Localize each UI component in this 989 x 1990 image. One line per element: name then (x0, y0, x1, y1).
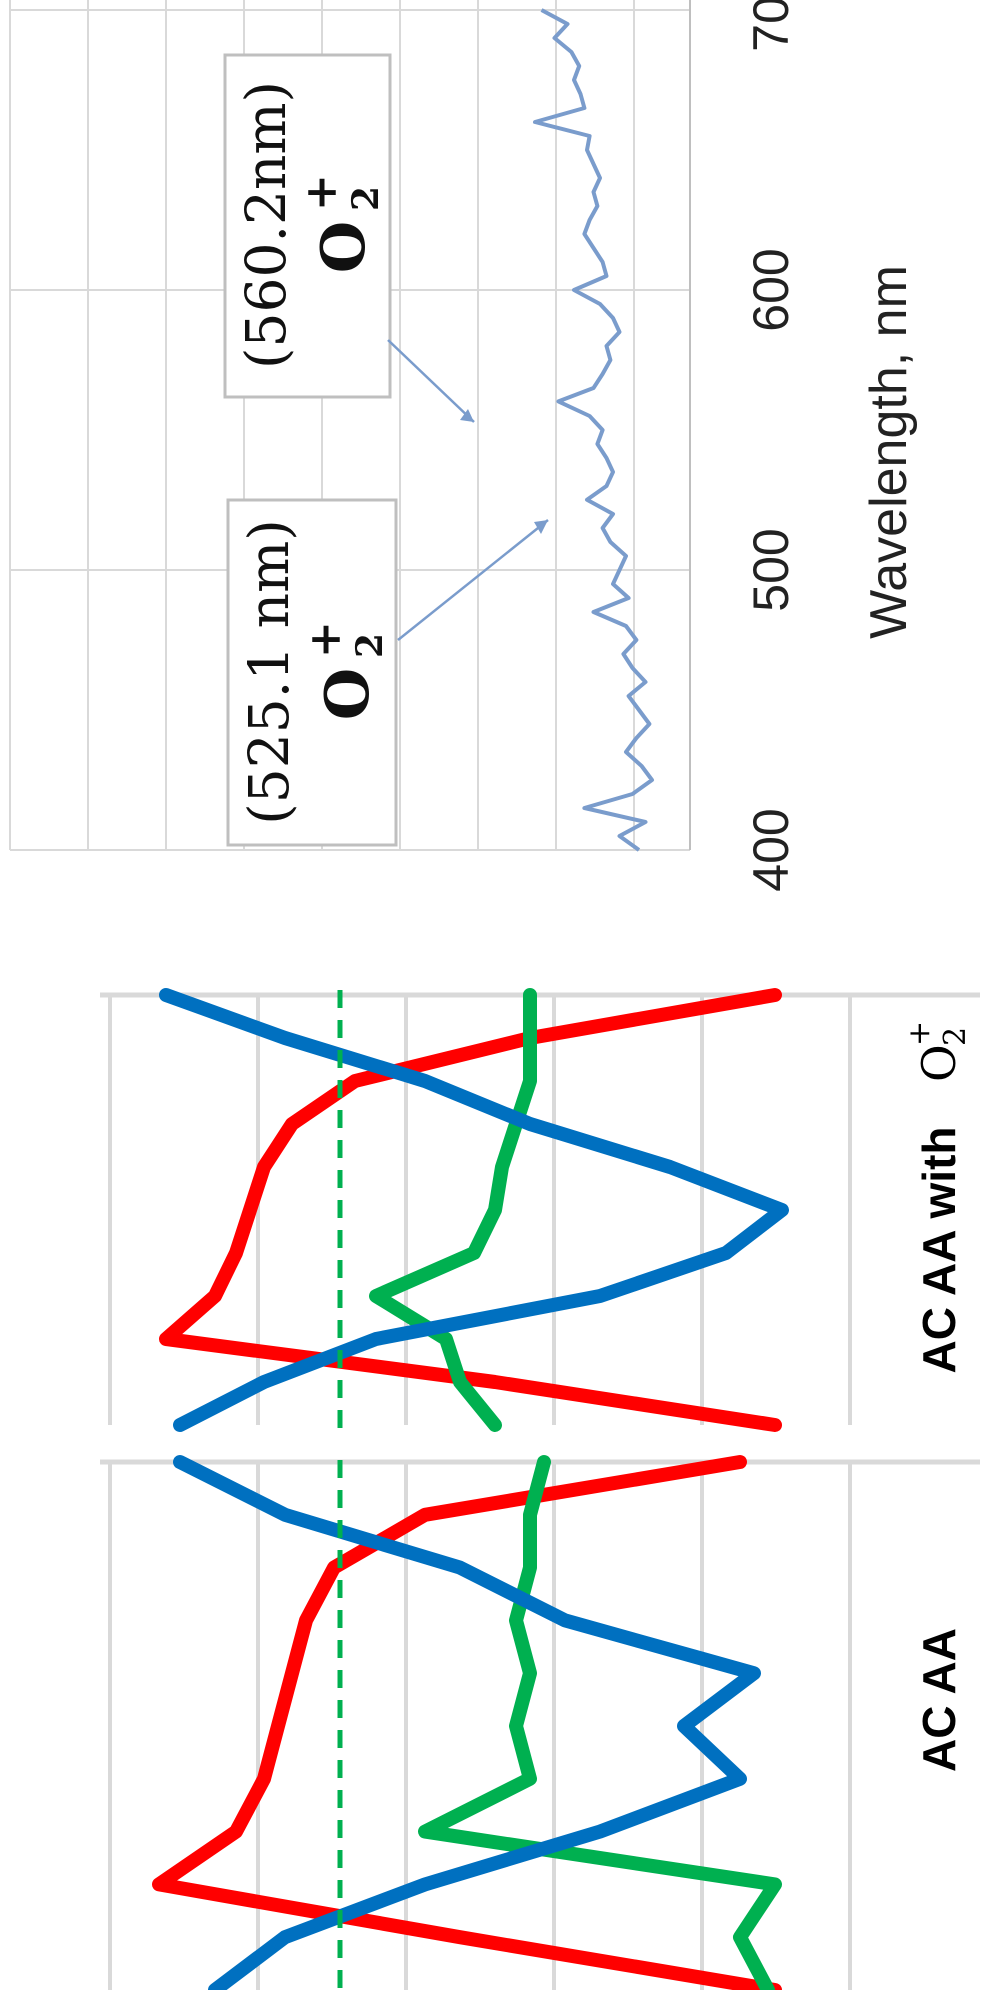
panel-ac-aa: AC AA (100, 1455, 980, 1990)
annotation-formula-1-subscript: 2 (349, 633, 391, 658)
annotation-formula-2-letter: O (309, 221, 379, 273)
annotation-formula-1-letter: O (313, 668, 383, 720)
panel-ac-aa-with-o2: AC AA with O 2 + (100, 988, 980, 1432)
spectrum-panel: 400 500 600 700 (525.1 nm) O 2 + (560.2nm) … (9, 0, 918, 892)
spectrum-x-tick-500: 500 (743, 528, 799, 611)
panel-title-ac-aa-with-o2-superscript: + (902, 1021, 937, 1046)
annotation-formula-2: O 2 + (296, 174, 387, 273)
annotation-arrow-1 (397, 519, 549, 641)
spectrum-x-tick-400: 400 (743, 808, 799, 891)
panel-title-ac-aa-with-o2-formula: O (912, 1044, 966, 1082)
panel-title-ac-aa-with-o2: AC AA with O 2 + (902, 1021, 973, 1374)
spectrum-x-tick-700: 700 (743, 0, 799, 52)
panel-ac-aa-series-1 (418, 1455, 782, 1990)
annotation-arrow-2 (387, 339, 475, 423)
panel-title-ac-aa-with-o2-text: AC AA with (913, 1126, 965, 1373)
annotation-arrowhead-2 (460, 409, 474, 422)
panel-ac-aa-series-2 (173, 1455, 761, 1990)
annotation-label-2: (560.2nm) (234, 81, 298, 369)
panel-ac-aa-with-o2-series-0 (159, 988, 782, 1432)
spectrum-series (533, 8, 654, 852)
panel-ac-aa-series (152, 1455, 782, 1990)
annotation-formula-1: O 2 + (300, 621, 391, 720)
spectrum-x-axis-label: Wavelength, nm (860, 265, 918, 639)
panel-ac-aa-with-o2-series-1 (369, 988, 537, 1432)
panel-ac-aa-series-0 (152, 1455, 782, 1990)
annotation-formula-2-subscript: 2 (345, 186, 387, 211)
annotation-box-2: (560.2nm) O 2 + (223, 53, 475, 423)
annotation-arrowhead-1 (534, 520, 548, 534)
spectrum-series-line (533, 8, 654, 852)
annotation-formula-2-superscript: + (296, 174, 347, 211)
spectrum-x-tick-600: 600 (743, 248, 799, 331)
panel-title-ac-aa: AC AA (913, 1628, 965, 1772)
annotation-formula-1-superscript: + (300, 621, 351, 658)
annotation-box-1: (525.1 nm) O 2 + (226, 498, 549, 847)
annotation-label-1: (525.1 nm) (237, 519, 301, 824)
spectrum-x-ticks: 400 500 600 700 (743, 0, 799, 892)
panel-title-ac-aa-with-o2-subscript: 2 (938, 1027, 973, 1046)
